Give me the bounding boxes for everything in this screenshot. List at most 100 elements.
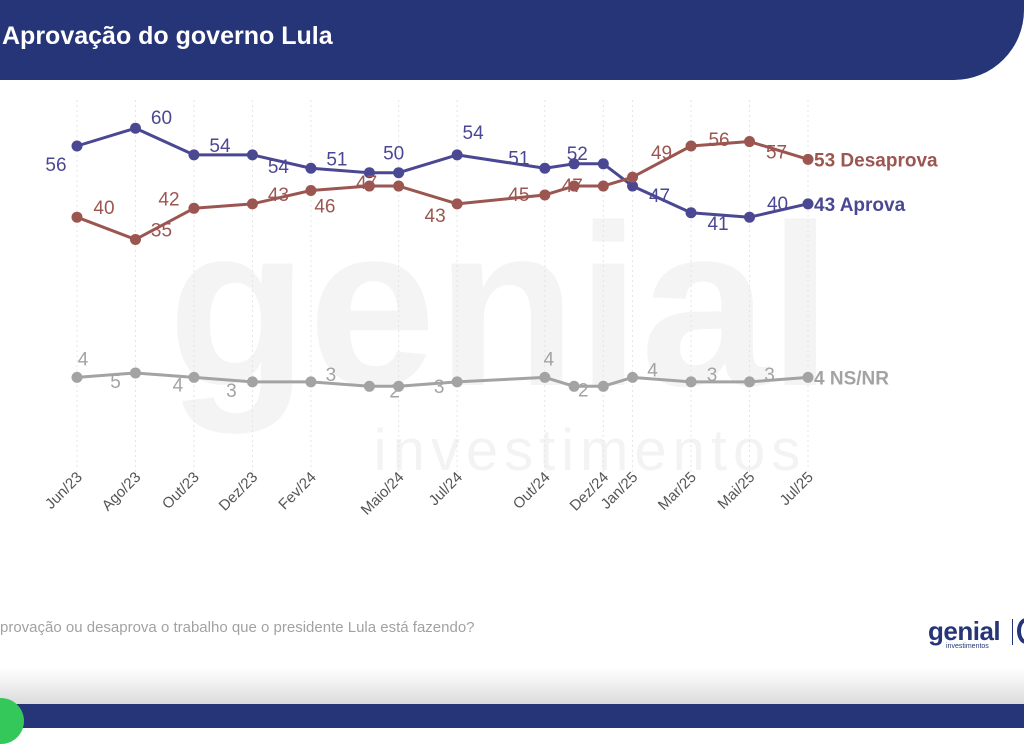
- data-label: 3: [226, 381, 237, 402]
- data-point: [188, 149, 200, 161]
- data-point: [188, 371, 200, 383]
- data-point: [685, 207, 697, 219]
- data-label: 2: [389, 381, 400, 402]
- data-label: 43: [268, 185, 289, 206]
- page-title: Aprovação do governo Lula: [2, 22, 333, 50]
- data-label: 40: [767, 194, 788, 215]
- x-tick-label: Jun/23: [42, 469, 86, 513]
- data-point: [539, 162, 551, 174]
- data-point: [685, 376, 697, 388]
- data-point: [305, 185, 317, 196]
- data-label: 46: [314, 197, 335, 218]
- data-label: 47: [562, 176, 583, 197]
- data-label: 49: [651, 143, 672, 164]
- data-point: [568, 180, 580, 192]
- x-tick-label: Mar/25: [655, 469, 700, 514]
- data-label: 3: [326, 365, 337, 386]
- x-tick-label: Fev/24: [275, 469, 319, 513]
- data-point: [744, 136, 756, 148]
- data-point: [627, 180, 639, 192]
- data-point: [129, 367, 141, 379]
- x-tick-label: Out/23: [159, 469, 203, 513]
- data-point: [129, 122, 141, 134]
- series-end-label: 43 Aprova: [814, 195, 906, 216]
- data-label: 35: [151, 220, 172, 241]
- approval-line-chart: Jun/23 Ago/23 Out/23 Dez/23 Fev/24 Maio/24 Jul…: [42, 100, 938, 519]
- x-tick-label: Ago/23: [99, 469, 145, 515]
- data-label: 42: [158, 189, 179, 210]
- logo-word: genial: [928, 616, 1001, 646]
- data-point: [802, 371, 814, 383]
- data-label: 51: [508, 148, 529, 169]
- data-label: 4: [78, 349, 89, 370]
- data-point: [627, 171, 639, 183]
- data-point: [451, 198, 463, 210]
- series-line-aprova: [76, 126, 809, 219]
- data-label: 43: [425, 206, 446, 227]
- data-point: [363, 380, 375, 392]
- data-label: 4: [544, 349, 555, 370]
- data-point: [802, 153, 814, 165]
- data-label: 45: [508, 185, 529, 206]
- genial-logo: genial investimentos: [926, 617, 1024, 653]
- data-label: 52: [567, 144, 588, 165]
- x-tick-label: Maio/24: [358, 469, 408, 519]
- x-tick-label: Mai/25: [714, 469, 758, 513]
- data-point: [246, 376, 258, 388]
- x-tick-label: Dez/23: [216, 469, 262, 515]
- data-point: [539, 189, 551, 201]
- data-label: 47: [356, 173, 377, 194]
- x-tick-label: Jul/24: [426, 469, 466, 509]
- data-label: 40: [93, 198, 114, 219]
- header-bar: Aprovação do governo Lula: [0, 0, 1024, 80]
- series-end-label: 53 Desaprova: [814, 150, 938, 171]
- x-tick-label: Jul/25: [777, 469, 817, 509]
- data-point: [597, 180, 609, 192]
- data-label: 56: [708, 130, 729, 151]
- logo-sub: investimentos: [946, 643, 989, 650]
- data-point: [188, 202, 200, 214]
- data-point: [597, 380, 609, 392]
- data-point: [246, 198, 258, 210]
- data-label: 5: [110, 372, 121, 393]
- data-label: 56: [45, 155, 66, 176]
- data-label: 54: [268, 157, 290, 178]
- series-end-label: 4 NS/NR: [814, 368, 889, 389]
- data-point: [71, 211, 83, 223]
- data-point: [305, 162, 317, 174]
- survey-question: provação ou desaprova o trabalho que o p…: [0, 619, 475, 636]
- data-point: [597, 158, 609, 170]
- data-point: [539, 371, 551, 383]
- data-label: 47: [649, 186, 670, 207]
- logo-divider: [1012, 619, 1013, 645]
- data-point: [393, 380, 405, 392]
- data-label: 3: [764, 365, 775, 386]
- data-point: [685, 140, 697, 152]
- data-point: [71, 371, 83, 383]
- data-point: [568, 158, 580, 170]
- data-point: [451, 149, 463, 161]
- x-tick-label: Out/24: [510, 469, 554, 513]
- logo-mark-icon: [1017, 618, 1024, 644]
- data-label: 50: [383, 144, 404, 165]
- data-point: [568, 380, 580, 392]
- data-point: [451, 376, 463, 388]
- data-point: [744, 376, 756, 388]
- data-point: [305, 376, 317, 388]
- data-label: 4: [647, 360, 658, 381]
- data-point: [129, 233, 141, 245]
- footer-bar: [0, 704, 1024, 728]
- bottom-shadow: [0, 668, 1024, 704]
- data-label: 54: [209, 136, 231, 157]
- data-label: 54: [463, 123, 485, 144]
- data-point: [627, 371, 639, 383]
- data-label: 60: [151, 108, 172, 129]
- data-point: [363, 167, 375, 179]
- data-point: [363, 180, 375, 192]
- data-label: 51: [326, 149, 347, 170]
- data-point: [246, 149, 258, 161]
- data-label: 3: [707, 365, 718, 386]
- data-label: 41: [707, 214, 728, 235]
- data-point: [744, 211, 756, 223]
- data-point: [71, 140, 83, 152]
